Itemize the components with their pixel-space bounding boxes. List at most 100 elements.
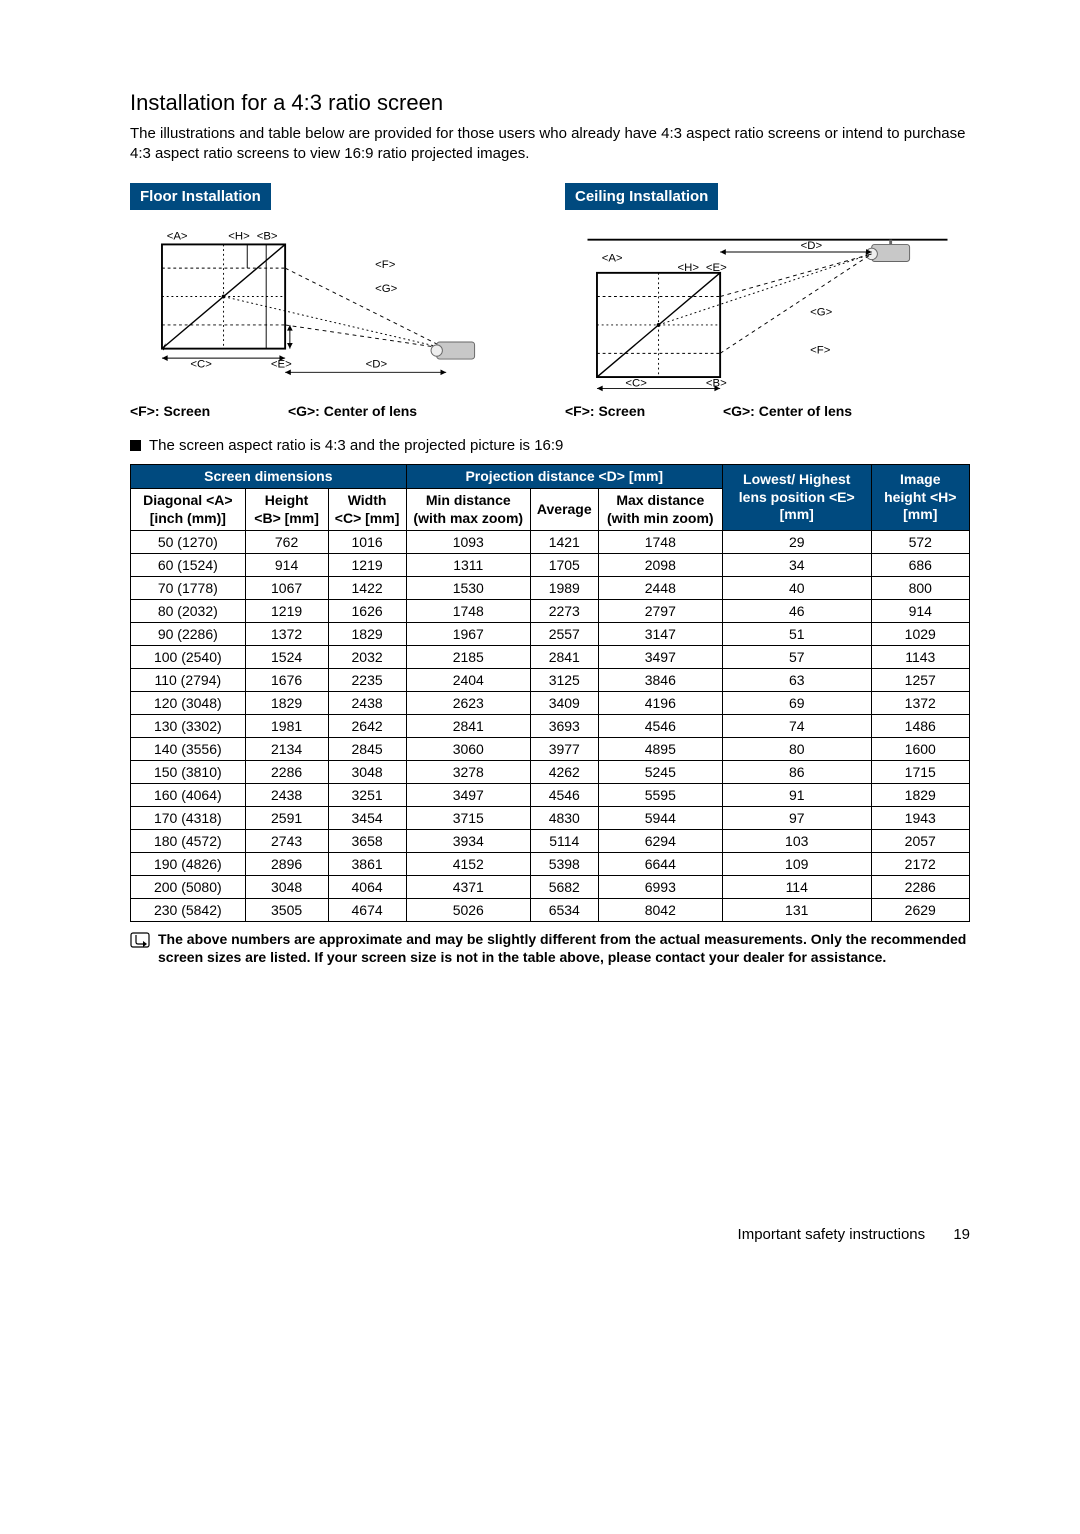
svg-text:<A>: <A> xyxy=(602,252,623,264)
table-cell: 2841 xyxy=(406,715,530,738)
table-row: 130 (3302)19812642284136934546741486 xyxy=(131,715,970,738)
table-row: 200 (5080)304840644371568269931142286 xyxy=(131,876,970,899)
table-cell: 2841 xyxy=(530,646,598,669)
table-cell: 1311 xyxy=(406,554,530,577)
table-body: 50 (1270)76210161093142117482957260 (152… xyxy=(131,531,970,922)
table-cell: 1600 xyxy=(871,738,969,761)
svg-text:<G>: <G> xyxy=(810,306,832,318)
table-cell: 2438 xyxy=(245,784,328,807)
table-cell: 3693 xyxy=(530,715,598,738)
svg-text:<E>: <E> xyxy=(706,261,727,273)
table-row: 170 (4318)25913454371548305944971943 xyxy=(131,807,970,830)
table-cell: 69 xyxy=(722,692,871,715)
table-cell: 1524 xyxy=(245,646,328,669)
floor-title: Floor Installation xyxy=(130,183,271,210)
table-cell: 3497 xyxy=(598,646,722,669)
table-cell: 4830 xyxy=(530,807,598,830)
table-cell: 3048 xyxy=(245,876,328,899)
svg-text:<H>: <H> xyxy=(678,261,700,273)
table-cell: 4371 xyxy=(406,876,530,899)
footnote: The above numbers are approximate and ma… xyxy=(130,930,970,966)
table-cell: 4196 xyxy=(598,692,722,715)
table-row: 140 (3556)21342845306039774895801600 xyxy=(131,738,970,761)
table-cell: 4152 xyxy=(406,853,530,876)
table-cell: 5595 xyxy=(598,784,722,807)
svg-text:<H>: <H> xyxy=(228,230,250,242)
table-cell: 3861 xyxy=(328,853,406,876)
svg-text:<B>: <B> xyxy=(257,230,278,242)
table-cell: 29 xyxy=(722,531,871,554)
table-cell: 8042 xyxy=(598,899,722,922)
table-cell: 2629 xyxy=(871,899,969,922)
table-cell: 2896 xyxy=(245,853,328,876)
table-cell: 3454 xyxy=(328,807,406,830)
table-cell: 3977 xyxy=(530,738,598,761)
table-cell: 86 xyxy=(722,761,871,784)
table-cell: 2032 xyxy=(328,646,406,669)
svg-text:<C>: <C> xyxy=(625,377,647,389)
table-cell: 60 (1524) xyxy=(131,554,246,577)
table-cell: 1372 xyxy=(871,692,969,715)
svg-text:<F>: <F> xyxy=(810,344,831,356)
footnote-text: The above numbers are approximate and ma… xyxy=(158,930,970,966)
table-cell: 1219 xyxy=(245,600,328,623)
table-cell: 46 xyxy=(722,600,871,623)
table-cell: 4895 xyxy=(598,738,722,761)
svg-text:<F>: <F> xyxy=(375,259,396,271)
table-cell: 2845 xyxy=(328,738,406,761)
table-cell: 180 (4572) xyxy=(131,830,246,853)
table-cell: 80 (2032) xyxy=(131,600,246,623)
floor-diagram: Floor Installation <A> <H> <B> <C> <E> xyxy=(130,183,535,419)
table-cell: 686 xyxy=(871,554,969,577)
table-row: 60 (1524)914121913111705209834686 xyxy=(131,554,970,577)
table-cell: 2134 xyxy=(245,738,328,761)
table-cell: 70 (1778) xyxy=(131,577,246,600)
table-cell: 5944 xyxy=(598,807,722,830)
table-cell: 6534 xyxy=(530,899,598,922)
th-min: Min distance (with max zoom) xyxy=(406,489,530,531)
table-cell: 50 (1270) xyxy=(131,531,246,554)
legend-f: <F>: Screen xyxy=(130,403,210,419)
table-cell: 2623 xyxy=(406,692,530,715)
table-cell: 97 xyxy=(722,807,871,830)
table-cell: 1829 xyxy=(245,692,328,715)
table-cell: 2057 xyxy=(871,830,969,853)
table-cell: 5398 xyxy=(530,853,598,876)
table-cell: 1748 xyxy=(406,600,530,623)
table-cell: 3147 xyxy=(598,623,722,646)
table-cell: 6294 xyxy=(598,830,722,853)
table-cell: 120 (3048) xyxy=(131,692,246,715)
table-cell: 4674 xyxy=(328,899,406,922)
table-cell: 2591 xyxy=(245,807,328,830)
table-cell: 3060 xyxy=(406,738,530,761)
table-cell: 762 xyxy=(245,531,328,554)
table-cell: 4064 xyxy=(328,876,406,899)
table-cell: 3497 xyxy=(406,784,530,807)
table-row: 230 (5842)350546745026653480421312629 xyxy=(131,899,970,922)
table-cell: 6993 xyxy=(598,876,722,899)
table-cell: 190 (4826) xyxy=(131,853,246,876)
th-screen-dim: Screen dimensions xyxy=(131,464,407,489)
table-cell: 3125 xyxy=(530,669,598,692)
table-cell: 200 (5080) xyxy=(131,876,246,899)
table-cell: 1486 xyxy=(871,715,969,738)
table-cell: 3715 xyxy=(406,807,530,830)
table-cell: 114 xyxy=(722,876,871,899)
note-icon xyxy=(130,932,150,948)
table-cell: 100 (2540) xyxy=(131,646,246,669)
table-cell: 1421 xyxy=(530,531,598,554)
table-cell: 1029 xyxy=(871,623,969,646)
table-cell: 1748 xyxy=(598,531,722,554)
table-cell: 40 xyxy=(722,577,871,600)
table-cell: 1989 xyxy=(530,577,598,600)
table-cell: 110 (2794) xyxy=(131,669,246,692)
table-cell: 1981 xyxy=(245,715,328,738)
aspect-note: The screen aspect ratio is 4:3 and the p… xyxy=(130,437,970,454)
table-cell: 3409 xyxy=(530,692,598,715)
table-cell: 800 xyxy=(871,577,969,600)
table-cell: 90 (2286) xyxy=(131,623,246,646)
table-cell: 1219 xyxy=(328,554,406,577)
table-cell: 1372 xyxy=(245,623,328,646)
page-heading: Installation for a 4:3 ratio screen xyxy=(130,90,970,116)
table-cell: 2448 xyxy=(598,577,722,600)
